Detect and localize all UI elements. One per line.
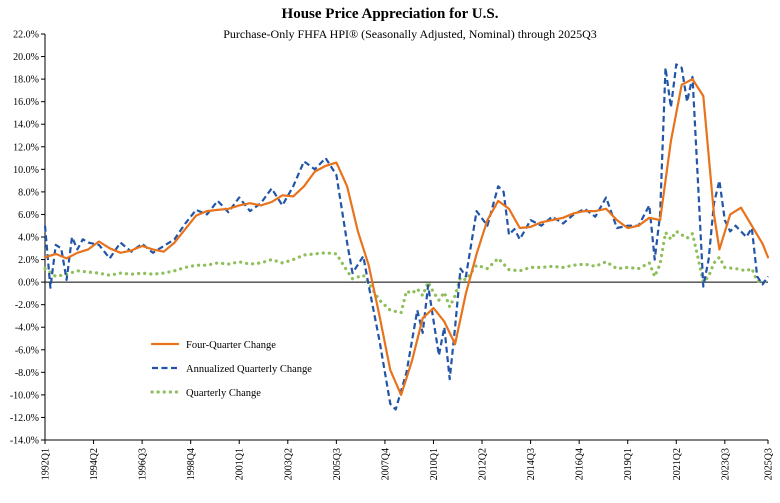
chart-subtitle: Purchase-Only FHFA HPI® (Seasonally Adju…	[223, 27, 597, 41]
y-tick-label: -6.0%	[15, 345, 39, 356]
x-tick-label: 2007Q4	[380, 448, 391, 480]
x-tick-label: 2023Q3	[720, 448, 731, 480]
x-tick-label: 2001Q1	[235, 448, 246, 480]
x-tick-label: 2021Q2	[672, 448, 683, 480]
y-tick-label: -2.0%	[15, 300, 39, 311]
legend-label: Four-Quarter Change	[186, 340, 276, 351]
axes: 22.0% 20.0% 18.0% 16.0% 14.0% 12.0% 10.0% 8.0% 6…	[10, 30, 775, 481]
x-tick-label: 2019Q1	[623, 448, 634, 480]
x-tick-label: 1996Q3	[138, 448, 149, 480]
legend-label: Annualized Quarterly Change	[186, 364, 312, 375]
x-tick-label: 2025Q3	[764, 448, 775, 480]
legend-label: Quarterly Change	[186, 388, 261, 399]
x-tick-label: 1992Q1	[41, 448, 52, 480]
y-tick-label: 4.0%	[18, 233, 39, 244]
y-tick-label: 16.0%	[13, 97, 39, 108]
y-tick-label: 18.0%	[13, 75, 39, 86]
y-tick-label: -4.0%	[15, 323, 39, 334]
y-tick-label: 6.0%	[18, 210, 39, 221]
x-tick-label: 2005Q3	[332, 448, 343, 480]
chart-title: House Price Appreciation for U.S.	[282, 6, 499, 22]
y-tick-label: 22.0%	[13, 30, 39, 41]
legend: Four-Quarter Change Annualized Quarterly …	[150, 340, 312, 399]
x-tick-label: 2003Q2	[283, 448, 294, 480]
y-tick-label: 0.0%	[18, 278, 39, 289]
x-tick-label: 1998Q4	[186, 448, 197, 480]
series-line-annualized-quarterly-change	[43, 63, 769, 411]
y-tick-label: 8.0%	[18, 187, 39, 198]
y-tick-label: 2.0%	[18, 255, 39, 266]
y-tick-label: 14.0%	[13, 120, 39, 131]
x-tick-label: 2016Q4	[575, 448, 586, 480]
x-tick-label: 2012Q2	[478, 448, 489, 480]
y-tick-label: 10.0%	[13, 165, 39, 176]
series-line-quarterly-change	[43, 229, 770, 315]
series-line-four-quarter-change	[43, 78, 770, 396]
x-tick-label: 1994Q2	[89, 448, 100, 480]
y-tick-label: -10.0%	[10, 390, 39, 401]
x-tick-label: 2014Q3	[526, 448, 537, 480]
y-tick-label: -12.0%	[10, 413, 39, 424]
y-tick-label: -14.0%	[10, 436, 39, 447]
y-tick-label: 20.0%	[13, 52, 39, 63]
y-tick-label: 12.0%	[13, 142, 39, 153]
x-tick-label: 2010Q1	[429, 448, 440, 480]
plot-area	[43, 63, 770, 411]
y-tick-label: -8.0%	[15, 368, 39, 379]
